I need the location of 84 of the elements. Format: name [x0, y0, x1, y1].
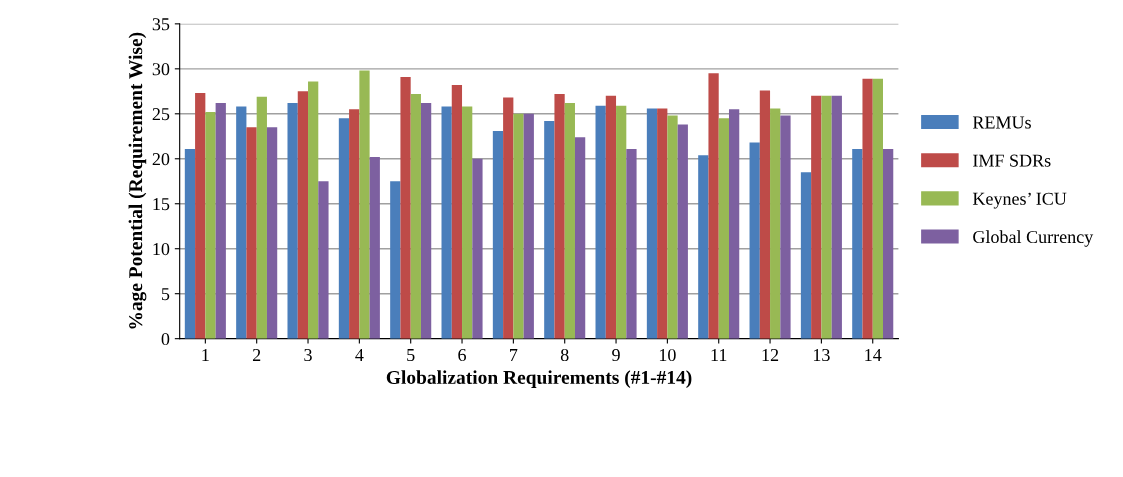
bar: [770, 108, 781, 339]
bar: [400, 76, 411, 339]
bar: [718, 118, 729, 339]
bar: [708, 73, 719, 339]
legend-label: Global Currency: [973, 230, 1094, 247]
x-tick-label: 9: [612, 348, 620, 362]
x-tick-label: 10: [659, 348, 676, 362]
x-tick-label: 12: [762, 348, 779, 361]
bar: [883, 148, 894, 339]
x-tick-label: 7: [510, 349, 518, 361]
bar: [728, 109, 740, 339]
bar: [554, 94, 565, 339]
bar: [667, 115, 678, 339]
bar: [492, 130, 504, 339]
bar: [308, 81, 319, 339]
bar: [616, 105, 627, 339]
bar: [626, 148, 637, 339]
y-tick-label: 20: [152, 153, 170, 166]
bar: [184, 148, 196, 339]
bar: [349, 109, 360, 339]
x-tick-label: 13: [813, 348, 830, 362]
bar: [677, 124, 688, 339]
bar: [811, 95, 822, 339]
y-tick-label: 35: [152, 18, 170, 31]
bar: [862, 78, 873, 339]
bar: [266, 127, 278, 339]
bar: [503, 97, 514, 339]
bar: [513, 113, 524, 339]
bar: [462, 106, 473, 339]
bar: [523, 113, 534, 339]
bar: [195, 93, 206, 339]
bar: [287, 103, 298, 339]
bar: [472, 158, 483, 339]
x-tick-label: 11: [711, 349, 727, 361]
x-tick-label: 2: [252, 348, 261, 361]
bar: [215, 103, 226, 339]
bar: [420, 103, 432, 339]
bar: [564, 103, 575, 339]
y-tick-label: 0: [161, 332, 170, 346]
bar: [451, 85, 463, 339]
bar: [605, 95, 617, 339]
bar: [852, 148, 863, 339]
x-tick-label: 14: [865, 349, 882, 361]
bar: [574, 137, 586, 339]
bar: [246, 127, 257, 339]
bar: [872, 78, 883, 339]
bar: [338, 118, 350, 339]
bar: [646, 108, 658, 339]
y-tick-label: 10: [153, 242, 170, 256]
bar: [544, 120, 555, 339]
bar: [800, 172, 812, 339]
y-tick-label: 30: [152, 63, 170, 76]
bar: [205, 112, 216, 339]
legend-label: REMUs: [972, 116, 1031, 129]
bar: [359, 70, 370, 339]
bar: [698, 155, 709, 339]
x-tick-label: 1: [202, 349, 209, 361]
x-tick-label: 5: [407, 349, 415, 362]
bar: [759, 90, 771, 339]
legend-label: IMF SDRs: [973, 154, 1051, 167]
bar: [410, 94, 421, 339]
bar: [657, 108, 668, 339]
bar: [318, 181, 329, 339]
bar: [256, 96, 267, 339]
x-tick-label: 8: [560, 348, 569, 362]
bar: [390, 181, 401, 339]
x-axis-title: Globalization Requirements (#1-#14): [386, 370, 692, 388]
bar: [297, 91, 309, 339]
y-tick-label: 5: [161, 288, 170, 301]
bar: [749, 142, 760, 339]
y-tick-label: 25: [152, 108, 170, 121]
bar: [369, 156, 380, 339]
bar: [821, 95, 832, 339]
legend-label: Keynes’ ICU: [972, 192, 1067, 209]
x-tick-label: 6: [458, 348, 467, 362]
y-tick-label: 15: [153, 198, 170, 211]
y-axis-title: %age Potential (Requirement Wise): [128, 32, 147, 329]
bar: [595, 105, 606, 339]
bar: [441, 106, 452, 339]
x-tick-label: 4: [355, 349, 364, 361]
bar: [780, 115, 791, 339]
bar: [236, 106, 247, 339]
x-tick-label: 3: [304, 348, 312, 362]
bar: [831, 95, 842, 339]
